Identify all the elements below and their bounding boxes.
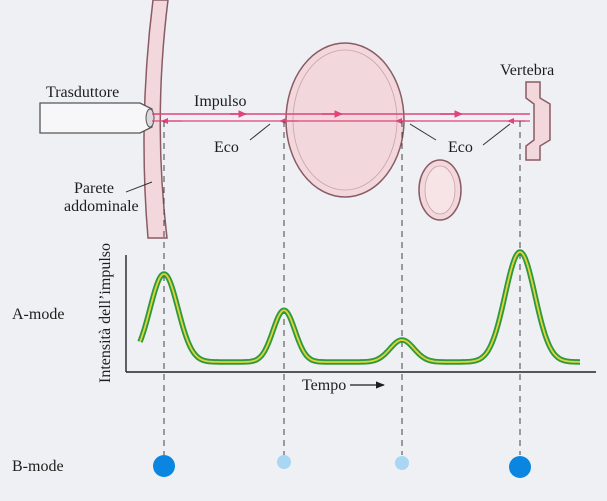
- transducer: [39, 102, 153, 134]
- time-axis-label: Tempo: [302, 377, 346, 394]
- b-mode-dot-abdominal-wall: [153, 455, 175, 477]
- vertebra-label: Vertebra: [500, 62, 554, 79]
- transducer-tip: [145, 108, 155, 128]
- b-mode-dot-vertebra: [509, 456, 531, 478]
- a-mode-label: A-mode: [12, 306, 64, 323]
- small-organ-inner: [424, 165, 456, 215]
- leader-line: [125, 181, 153, 193]
- y-axis-label: Intensità dell’impulso: [97, 243, 114, 383]
- abdominal-wall: [143, 0, 169, 239]
- b-mode-label: B-mode: [12, 458, 64, 475]
- a-mode-signal-inner: [139, 251, 580, 363]
- abdominal-wall-label-2: addominale: [64, 198, 139, 215]
- echo-label-left: Eco: [214, 139, 239, 156]
- b-mode-dot-organ-front: [277, 455, 291, 469]
- a-mode-signal-outer: [137, 249, 582, 365]
- pulse-label: Impulso: [194, 93, 246, 110]
- large-organ: [285, 42, 405, 198]
- leader-line: [409, 123, 437, 141]
- echo-label-right: Eco: [448, 139, 473, 156]
- projection-lines: [163, 121, 521, 455]
- vertebra-shape: [525, 81, 551, 161]
- leader-line: [482, 123, 511, 146]
- abdominal-wall-label-1: Parete: [74, 180, 114, 197]
- leader-line: [249, 123, 271, 141]
- transducer-label: Trasduttore: [46, 84, 119, 101]
- b-mode-dot-organ-back: [395, 456, 409, 470]
